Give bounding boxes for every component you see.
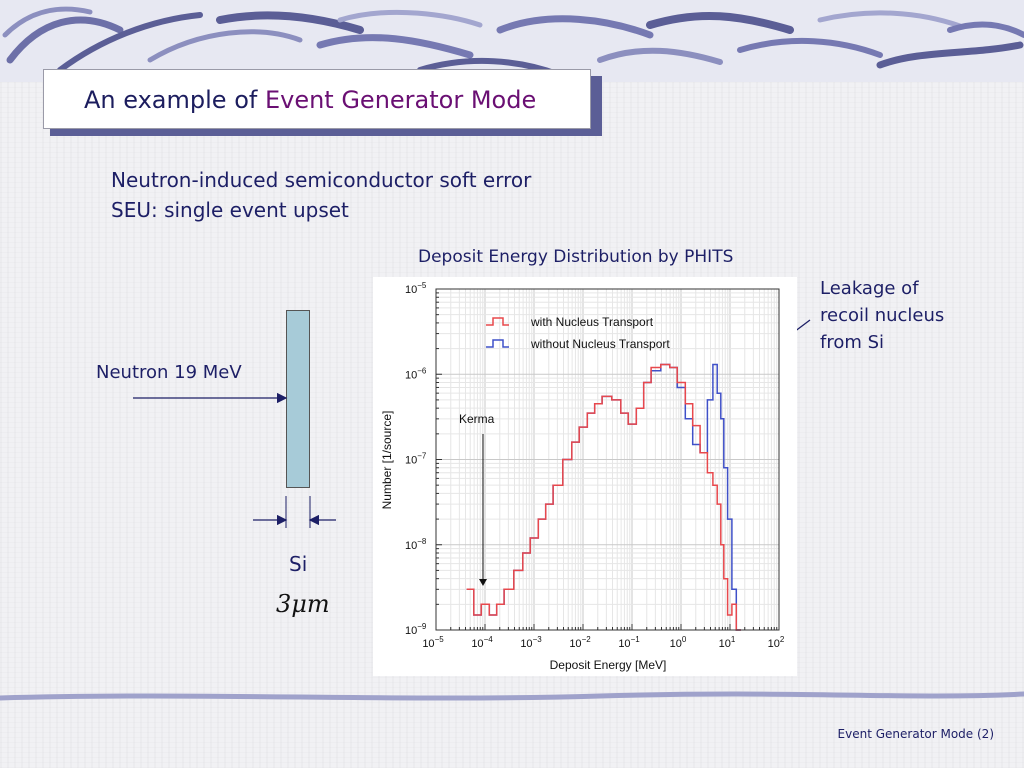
x-tick-label: 10−5 — [422, 635, 444, 650]
chart-ticks: 10−5 10−4 10−3 10−2 10−1 100 101 102 10−9 10−8 10−… — [405, 281, 785, 650]
description-line-1: Neutron-induced semiconductor soft error — [111, 168, 532, 192]
title-highlight: Event Generator Mode — [264, 86, 537, 114]
x-tick-label: 10−4 — [471, 635, 493, 650]
kerma-arrowhead — [479, 579, 487, 586]
legend-label-with: with Nucleus Transport — [530, 315, 654, 329]
deposit-energy-chart: 10−5 10−4 10−3 10−2 10−1 100 101 102 10−9 10−8 10−… — [380, 281, 785, 672]
series-line-without-transport — [466, 363, 741, 631]
series-line-with-transport — [466, 363, 741, 631]
y-tick-label: 10−7 — [405, 452, 427, 467]
x-tick-label: 10−2 — [569, 635, 591, 650]
thickness-label: 3μm — [276, 590, 330, 618]
x-tick-label: 100 — [670, 635, 687, 650]
chart-heading: Deposit Energy Distribution by PHITS — [418, 247, 734, 267]
leakage-line-3: from Si — [820, 332, 885, 353]
x-tick-label: 102 — [768, 635, 785, 650]
kerma-label: Kerma — [459, 412, 495, 426]
page-title: An example of Event Generator Mode — [84, 86, 536, 114]
chart-panel: 10−5 10−4 10−3 10−2 10−1 100 101 102 10−9 10−8 10−… — [373, 277, 797, 676]
neutron-label: Neutron 19 MeV — [96, 362, 242, 383]
x-tick-label: 10−1 — [618, 635, 640, 650]
si-label: Si — [289, 552, 308, 576]
leakage-annotation: Leakage of recoil nucleus from Si — [820, 275, 944, 356]
silicon-block — [286, 310, 310, 488]
chart-series — [466, 363, 741, 631]
description-line-2: SEU: single event upset — [111, 198, 349, 222]
legend-label-without: without Nucleus Transport — [530, 337, 670, 351]
leakage-line-2: recoil nucleus — [820, 305, 945, 326]
x-tick-label: 10−3 — [520, 635, 542, 650]
legend-swatch-with — [486, 317, 509, 326]
y-tick-label: 10−8 — [405, 537, 427, 552]
y-tick-label: 10−5 — [405, 281, 427, 296]
title-prefix: An example of — [84, 86, 265, 114]
chart-legend: with Nucleus Transport without Nucleus T… — [486, 315, 670, 351]
y-axis-label: Number [1/source] — [380, 411, 394, 510]
footer-separator-line — [0, 691, 1024, 701]
title-box: An example of Event Generator Mode — [43, 69, 591, 129]
decorative-swirl-band — [0, 0, 1024, 82]
y-tick-label: 10−6 — [405, 366, 427, 381]
y-tick-label: 10−9 — [405, 622, 427, 637]
leakage-line-1: Leakage of — [820, 278, 919, 299]
x-tick-label: 101 — [719, 635, 736, 650]
x-axis-label: Deposit Energy [MeV] — [550, 658, 667, 672]
legend-swatch-without — [486, 339, 509, 348]
footer-text: Event Generator Mode (2) — [837, 727, 994, 741]
chart-grid — [435, 289, 779, 631]
